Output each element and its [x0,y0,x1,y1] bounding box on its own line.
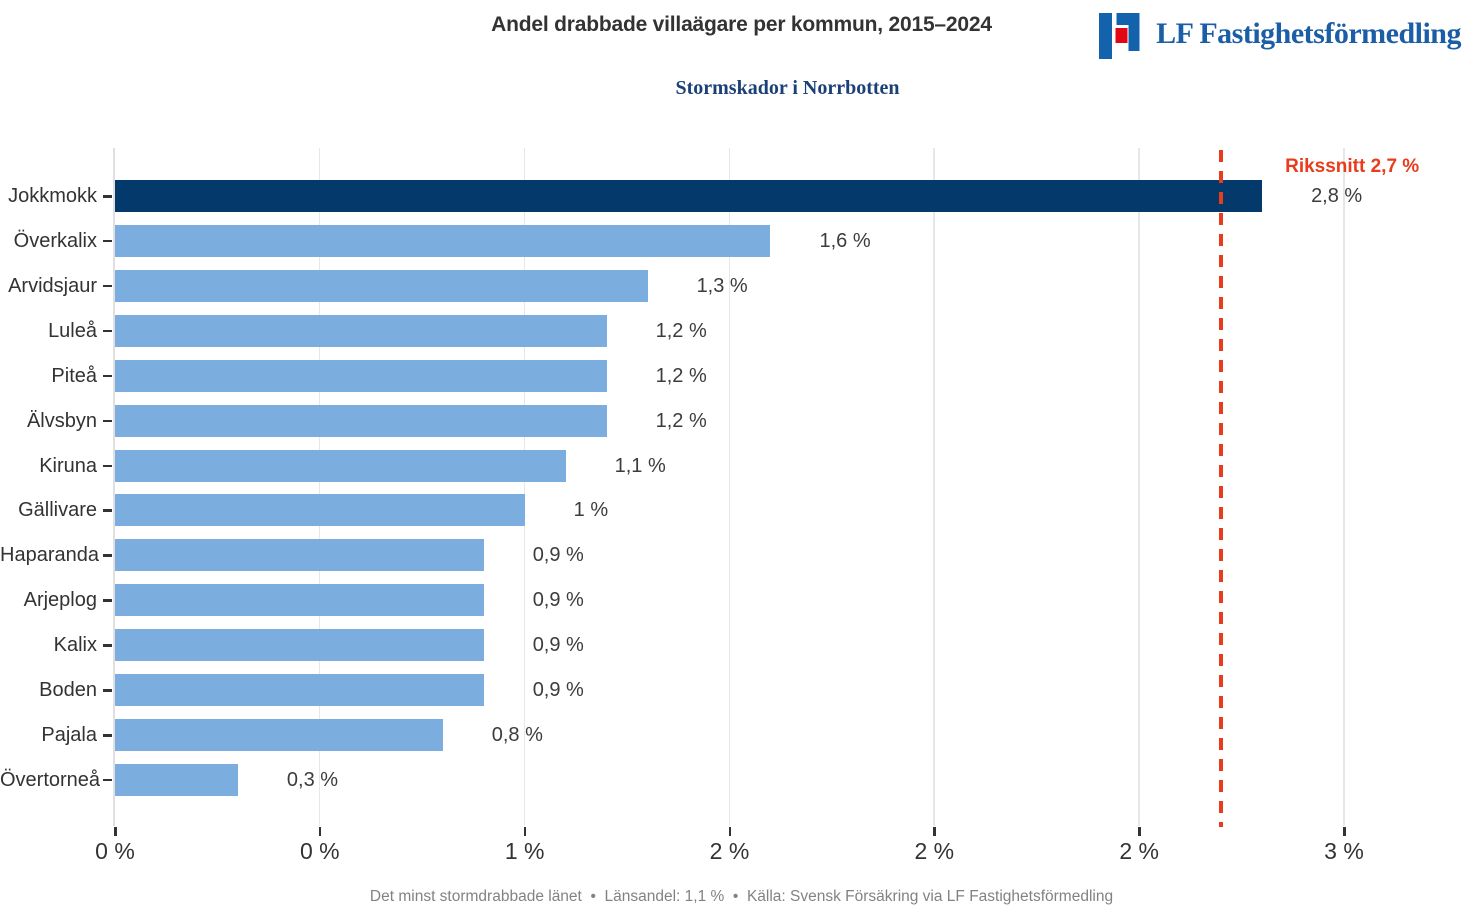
y-axis-tick [103,329,112,333]
reference-line [1219,150,1224,827]
bar-value-label: 2,8 % [1311,185,1363,207]
y-axis-tick [103,644,112,647]
x-axis-tick-label: 2 % [914,838,955,864]
bar [115,539,484,572]
y-axis-tick [103,464,112,468]
y-axis-tick [103,195,112,198]
y-axis-tick [103,778,112,782]
x-gridline [728,148,730,826]
bar-value-label: 1,3 % [696,274,748,297]
lf-logo-icon [1099,13,1140,59]
x-axis-tick-label: 1 % [504,838,545,864]
bar [115,404,607,437]
y-axis-tick [103,734,112,737]
y-axis-label: Överkalix [13,229,97,252]
bar-value-label: 1,2 % [655,409,707,432]
y-axis-tick [103,599,112,602]
x-gridline [1138,148,1140,826]
x-axis-tick [523,827,527,836]
bar-value-label: 1,2 % [655,364,707,387]
y-axis-label: Älvsbyn [26,409,97,432]
y-axis-tick [103,509,112,512]
x-axis-tick [1343,827,1346,836]
chart-title: Andel drabbade villaägare per kommun, 20… [491,13,992,36]
x-gridline [1343,148,1345,826]
y-axis-label: Gällivare [18,499,97,522]
bar-value-label: 0,9 % [532,589,584,612]
bar [115,359,607,392]
x-axis-tick-label: 0 % [300,838,340,864]
x-axis-tick [933,827,936,836]
bar-value-label: 0,9 % [532,679,584,702]
reference-line-label: Rikssnitt 2,7 % [1285,156,1420,177]
x-axis-tick [1138,827,1141,836]
lf-logo-text: LF Fastighetsförmedling [1156,17,1461,50]
x-axis-tick [114,827,117,836]
y-axis-label: Kalix [53,634,97,657]
bar-value-label: 1,6 % [819,229,871,252]
bar [115,629,484,662]
y-axis-tick [103,374,112,378]
x-gridline [523,148,526,826]
bar [115,763,238,796]
y-axis-label: Jokkmokk [8,185,97,207]
y-axis-tick [103,419,112,423]
y-axis-label: Haparanda [0,544,99,567]
bar-value-label: 0,9 % [532,634,584,657]
bar [115,584,484,617]
bar-value-label: 0,8 % [491,724,543,747]
bar [115,180,1263,212]
x-axis-tick-label: 0 % [95,838,135,864]
x-gridline [318,148,321,826]
lf-logo: LF Fastighetsförmedling [1095,9,1461,59]
bar [115,674,484,707]
footer-note: Det minst stormdrabbade länet • Länsande… [369,888,1114,905]
x-axis-tick-label: 3 % [1324,838,1364,864]
x-axis-tick-label: 2 % [1119,838,1159,864]
bar [115,449,566,482]
bar-value-label: 1 % [573,499,609,522]
y-axis-label: Arvidsjaur [8,274,97,297]
x-axis-tick [728,827,731,836]
y-axis-label: Kiruna [39,454,97,477]
y-axis-tick [103,284,112,288]
y-axis-label: Boden [39,679,97,702]
y-axis-tick [103,554,112,557]
y-axis-tick [103,689,112,692]
bar-value-label: 1,1 % [614,454,666,477]
x-axis-tick [318,827,322,836]
y-axis-label: Luleå [48,319,97,342]
y-axis-label: Övertorneå [0,768,101,791]
bar [115,314,607,347]
bar [115,269,648,302]
y-axis-label: Arjeplog [23,589,97,612]
bar [115,494,525,527]
bar-value-label: 0,3 % [286,768,339,791]
y-axis-tick [103,239,112,243]
y-axis-label: Pajala [41,724,97,747]
x-axis-tick-label: 2 % [709,838,750,864]
bar [115,224,771,257]
chart-subtitle: Stormskador i Norrbotten [675,77,900,99]
bar-value-label: 0,9 % [532,544,584,567]
x-gridline [933,148,935,826]
y-axis-label: Piteå [51,364,97,387]
bar-value-label: 1,2 % [655,319,707,342]
y-axis-line [113,148,115,826]
bar [115,719,443,752]
